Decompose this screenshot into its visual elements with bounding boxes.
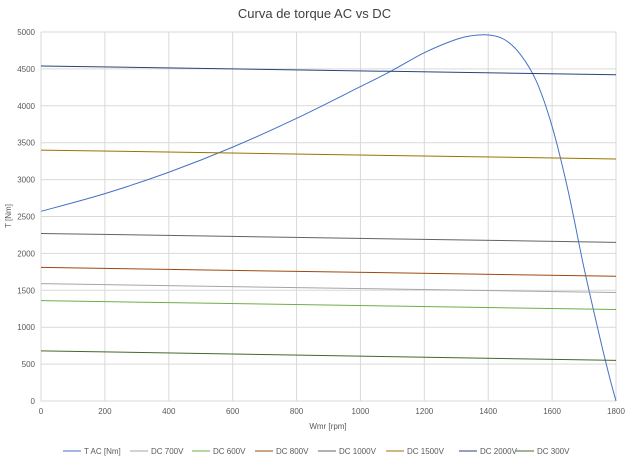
legend-item: DC 1500V [386,447,445,456]
x-tick-label: 0 [39,407,44,416]
legend-item: DC 600V [192,447,246,456]
legend-item: T AC [Nm] [63,447,121,456]
legend-label: DC 700V [151,447,184,456]
legend-item: DC 800V [255,447,309,456]
x-tick-label: 200 [98,407,112,416]
series-line-3 [40,266,617,277]
y-tick-label: 0 [31,397,36,406]
x-tick-label: 800 [290,407,304,416]
x-tick-label: 1200 [415,407,433,416]
grid [40,31,617,402]
legend-item: DC 2000V [459,447,518,456]
legend: T AC [Nm] DC 700V DC 600V DC 800V DC 1000V DC… [63,447,570,456]
y-tick-label: 5000 [17,28,35,37]
series-line-7 [40,350,617,361]
legend-label: DC 1000V [339,447,377,456]
y-tick-label: 2000 [17,249,35,258]
y-tick-label: 4000 [17,102,35,111]
x-tick-label: 1000 [352,407,370,416]
series-layer [40,34,617,402]
legend-label: DC 600V [213,447,246,456]
legend-label: DC 1500V [407,447,445,456]
x-tick-label: 1600 [543,407,561,416]
y-tick-label: 1000 [17,323,35,332]
chart-title: Curva de torque AC vs DC [238,6,391,21]
x-tick-label: 600 [226,407,240,416]
legend-label: DC 800V [276,447,309,456]
y-tick-label: 500 [22,360,36,369]
x-tick-label: 1800 [607,407,625,416]
x-tick-label: 400 [162,407,176,416]
series-line-0 [40,34,617,402]
legend-item: DC 1000V [318,447,377,456]
x-tick-labels: 0 200 400 600 800 1000 1200 1400 1600 1800 [39,407,626,416]
y-tick-label: 3500 [17,139,35,148]
series-line-4 [40,232,617,243]
series-line-2 [40,300,617,310]
series-line-6 [40,65,617,76]
series-line-1 [40,283,617,294]
legend-item: DC 700V [130,447,184,456]
legend-label: DC 300V [537,447,570,456]
x-axis-label: Wmr [rpm] [309,422,346,431]
y-tick-label: 1500 [17,286,35,295]
series-line-5 [40,149,617,160]
legend-label: T AC [Nm] [84,447,121,456]
x-tick-label: 1400 [479,407,497,416]
y-tick-label: 3000 [17,176,35,185]
legend-item: DC 300V [516,447,570,456]
y-tick-label: 2500 [17,213,35,222]
y-tick-label: 4500 [17,65,35,74]
y-tick-labels: 0 500 1000 1500 2000 2500 3000 3500 4000 4500 5000 [17,28,35,406]
legend-label: DC 2000V [480,447,518,456]
y-axis-label: T [Nm] [4,204,13,228]
